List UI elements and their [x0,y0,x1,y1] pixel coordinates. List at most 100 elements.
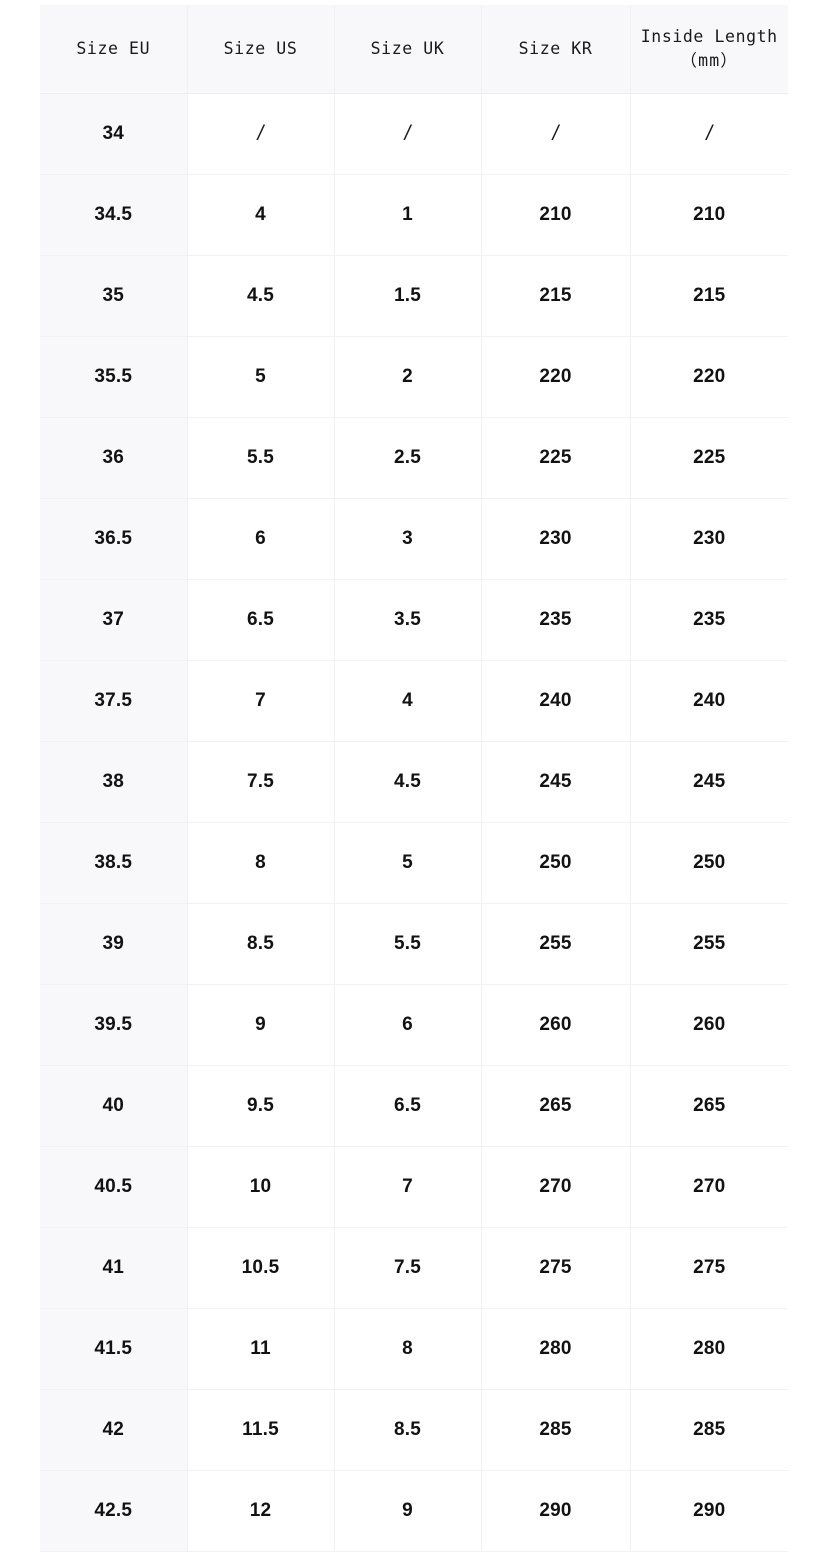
not-available-mark: / [404,122,411,145]
cell-size_kr: 290 [481,1470,631,1552]
cell-inside_length: 265 [630,1065,788,1147]
column-header-size_us: Size US [187,5,335,94]
cell-size_us: 4 [187,174,335,256]
cell-size_eu: 41.5 [40,1308,188,1390]
cell-size_us: 5.5 [187,417,335,499]
column-header-size_uk: Size UK [334,5,482,94]
cell-inside_length: / [630,93,788,175]
cell-size_uk: 6.5 [334,1065,482,1147]
cell-inside_length: 250 [630,822,788,904]
cell-size_eu: 37 [40,579,188,661]
column-header-size_eu: Size EU [40,5,188,94]
cell-size_eu: 34.5 [40,174,188,256]
cell-size_eu: 35 [40,255,188,337]
cell-size_us: 10 [187,1146,335,1228]
cell-size_uk: 2.5 [334,417,482,499]
cell-inside_length: 285 [630,1389,788,1471]
cell-size_uk: 5 [334,822,482,904]
cell-size_eu: 40.5 [40,1146,188,1228]
size-conversion-table: Size EU Size US Size UK Size KR Inside Lengt… [40,5,788,1552]
table-row: 42.5 12 9 290 290 [40,1470,788,1552]
cell-size_us: / [187,93,335,175]
cell-size_kr: 230 [481,498,631,580]
table-row: 39.5 9 6 260 260 [40,984,788,1066]
table-row: 40.5 10 7 270 270 [40,1146,788,1228]
cell-size_eu: 38.5 [40,822,188,904]
table-row: 34.5 4 1 210 210 [40,174,788,256]
cell-size_eu: 39 [40,903,188,985]
table-header-row: Size EU Size US Size UK Size KR Inside Lengt… [40,5,788,94]
cell-size_us: 10.5 [187,1227,335,1309]
table-row: 38.5 8 5 250 250 [40,822,788,904]
table-row: 35 4.5 1.5 215 215 [40,255,788,337]
table-row: 36.5 6 3 230 230 [40,498,788,580]
table-row: 39 8.5 5.5 255 255 [40,903,788,985]
cell-inside_length: 270 [630,1146,788,1228]
cell-size_kr: / [481,93,631,175]
column-header-unit: （mm） [680,51,739,70]
cell-size_kr: 245 [481,741,631,823]
table-row: 35.5 5 2 220 220 [40,336,788,418]
cell-size_kr: 235 [481,579,631,661]
cell-size_kr: 225 [481,417,631,499]
cell-size_uk: 9 [334,1470,482,1552]
cell-size_kr: 220 [481,336,631,418]
cell-size_uk: 7 [334,1146,482,1228]
cell-inside_length: 225 [630,417,788,499]
cell-inside_length: 220 [630,336,788,418]
cell-size_us: 11.5 [187,1389,335,1471]
column-header-inside_length: Inside Length （mm） [630,5,788,94]
cell-size_uk: 5.5 [334,903,482,985]
table-row: 37.5 7 4 240 240 [40,660,788,742]
cell-size_kr: 250 [481,822,631,904]
cell-size_us: 12 [187,1470,335,1552]
cell-size_us: 6 [187,498,335,580]
cell-inside_length: 280 [630,1308,788,1390]
cell-inside_length: 230 [630,498,788,580]
cell-size_kr: 280 [481,1308,631,1390]
cell-size_us: 11 [187,1308,335,1390]
cell-size_kr: 265 [481,1065,631,1147]
cell-size_uk: 3 [334,498,482,580]
cell-size_uk: 8.5 [334,1389,482,1471]
column-header-label: Size KR [518,39,593,59]
cell-size_uk: 2 [334,336,482,418]
cell-size_uk: 4 [334,660,482,742]
cell-size_us: 7 [187,660,335,742]
cell-inside_length: 255 [630,903,788,985]
cell-inside_length: 290 [630,1470,788,1552]
table-row: 37 6.5 3.5 235 235 [40,579,788,661]
table-row: 40 9.5 6.5 265 265 [40,1065,788,1147]
cell-size_us: 6.5 [187,579,335,661]
not-available-mark: / [706,122,713,145]
column-header-label: Inside Length [640,27,778,47]
cell-size_us: 7.5 [187,741,335,823]
cell-size_us: 9.5 [187,1065,335,1147]
cell-size_eu: 36 [40,417,188,499]
column-header-label: Size US [223,39,298,59]
cell-inside_length: 240 [630,660,788,742]
cell-size_us: 4.5 [187,255,335,337]
cell-size_eu: 42 [40,1389,188,1471]
cell-size_eu: 36.5 [40,498,188,580]
cell-size_kr: 285 [481,1389,631,1471]
cell-size_uk: 6 [334,984,482,1066]
cell-inside_length: 275 [630,1227,788,1309]
table-row: 34 / / / / [40,93,788,175]
cell-size_eu: 37.5 [40,660,188,742]
cell-size_kr: 240 [481,660,631,742]
table-row: 41.5 11 8 280 280 [40,1308,788,1390]
cell-size_kr: 210 [481,174,631,256]
cell-size_uk: / [334,93,482,175]
table-row: 41 10.5 7.5 275 275 [40,1227,788,1309]
cell-size_us: 8 [187,822,335,904]
cell-size_uk: 1 [334,174,482,256]
cell-size_eu: 42.5 [40,1470,188,1552]
cell-size_us: 9 [187,984,335,1066]
cell-size_uk: 3.5 [334,579,482,661]
table-row: 42 11.5 8.5 285 285 [40,1389,788,1471]
cell-size_eu: 35.5 [40,336,188,418]
table-body: 34// //34.5 4 1 210 210 35 4.5 1.5 215 215 35.5 5 2 22… [40,93,788,1552]
cell-size_uk: 8 [334,1308,482,1390]
